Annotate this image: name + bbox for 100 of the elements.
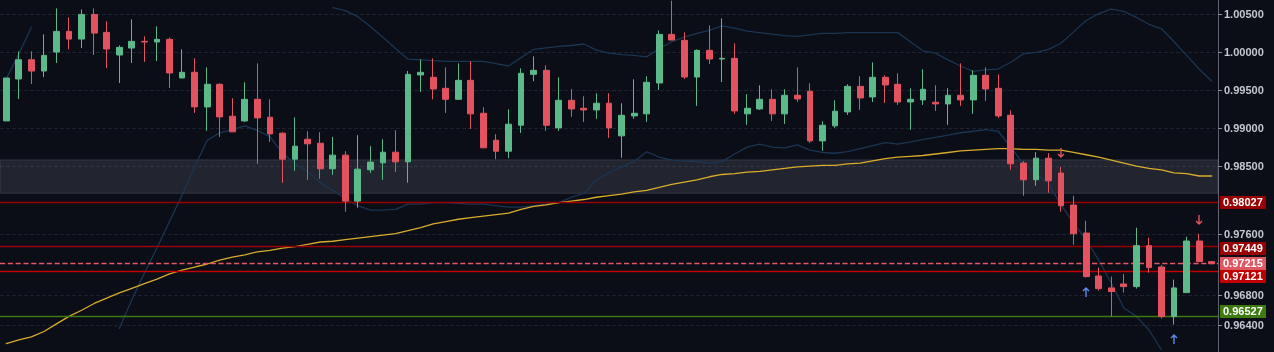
y-tick-label: 0.99000 (1224, 122, 1264, 135)
candlestick (1158, 264, 1165, 320)
candlestick (618, 102, 625, 159)
candlestick (568, 88, 575, 118)
candlestick (518, 67, 524, 134)
candlestick (982, 66, 989, 102)
candlestick (317, 131, 324, 180)
candlestick (970, 69, 977, 115)
candlestick (819, 120, 826, 152)
candlestick (1133, 227, 1140, 290)
candlestick (1095, 267, 1102, 292)
y-tick-label: 0.96800 (1224, 289, 1264, 302)
ref-line-label: 0.96527 (1220, 305, 1266, 319)
candlestick (869, 61, 876, 103)
candlestick (844, 83, 851, 116)
candlestick (103, 20, 110, 69)
candlestick (668, 0, 675, 41)
candlestick (216, 82, 223, 138)
candlestick (154, 25, 160, 62)
candlestick (1007, 109, 1014, 171)
candlestick (894, 72, 901, 106)
candlestick (756, 84, 763, 111)
candlestick (417, 58, 424, 93)
candlestick (430, 57, 437, 100)
candlestick (794, 66, 801, 103)
candlestick (731, 42, 738, 115)
candlestick (380, 138, 386, 181)
candlestick (141, 35, 148, 63)
candlestick (631, 78, 638, 120)
candlestick (932, 84, 939, 112)
candlestick (945, 87, 951, 126)
candlestick (493, 133, 499, 160)
candlestick (769, 88, 776, 122)
candlestick (41, 33, 47, 78)
candlestick (681, 31, 688, 80)
line-series (5, 148, 1213, 345)
candlestick (593, 92, 600, 120)
candlestick (1020, 160, 1027, 197)
candlestick (995, 73, 1002, 119)
candlestick (719, 17, 725, 83)
candlestick (191, 57, 198, 114)
candlestick (128, 18, 135, 64)
candlestick (857, 75, 864, 111)
candlestick (455, 62, 462, 100)
candlestick (907, 87, 914, 131)
candlestick (405, 70, 411, 184)
candlestick (957, 62, 964, 107)
candlestick (342, 150, 349, 213)
candlestick (442, 66, 449, 114)
candlestick (254, 62, 261, 165)
candlestick (543, 64, 550, 132)
y-tick-label: 1.00500 (1224, 8, 1264, 21)
candlestick (606, 92, 612, 139)
y-tick-label: 0.99500 (1224, 84, 1264, 97)
candlestick (392, 129, 399, 173)
candlestick (555, 76, 562, 132)
candlestick (467, 60, 474, 130)
candlestick (66, 16, 72, 50)
candlestick (166, 36, 173, 89)
ref-line-label: 0.97215 (1220, 257, 1266, 271)
candlestick (920, 68, 926, 106)
candlestick (354, 134, 361, 209)
candlestick (1058, 166, 1064, 213)
candlestick (882, 74, 889, 104)
candlestick (1146, 237, 1152, 274)
candlestick (304, 130, 311, 181)
candlestick (1033, 151, 1039, 187)
candlestick (643, 75, 650, 123)
candlestick (329, 136, 336, 176)
ref-line-label: 0.97449 (1220, 242, 1266, 256)
candlestick (28, 50, 35, 85)
candlestick (706, 24, 713, 65)
candlestick (1171, 279, 1177, 326)
candlestick (292, 116, 298, 172)
candlestick (267, 98, 273, 143)
candlestick (204, 66, 211, 132)
candlestick (656, 29, 663, 91)
candlestick (179, 48, 185, 79)
y-tick-label: 0.98500 (1224, 160, 1264, 173)
candlestick (694, 48, 700, 107)
candlestick (807, 82, 813, 144)
candlestick (1108, 276, 1115, 318)
candlestick (367, 145, 374, 174)
candlestick (1045, 152, 1052, 194)
candlestick (832, 99, 838, 129)
candlestick (530, 55, 537, 82)
candlestick (580, 95, 587, 123)
candlestick (480, 106, 487, 149)
candlestick (1120, 273, 1127, 294)
candlestick (1070, 195, 1077, 246)
candlestick (744, 93, 751, 126)
y-tick-label: 1.00000 (1224, 46, 1264, 59)
candlestick (1208, 261, 1215, 265)
candlestick (229, 97, 236, 133)
candlestick (15, 50, 22, 100)
candlestick (781, 88, 788, 125)
candlestick (3, 77, 10, 122)
y-tick-label: 0.97600 (1224, 228, 1264, 241)
candlestick (78, 8, 85, 49)
candlestick (505, 108, 512, 159)
